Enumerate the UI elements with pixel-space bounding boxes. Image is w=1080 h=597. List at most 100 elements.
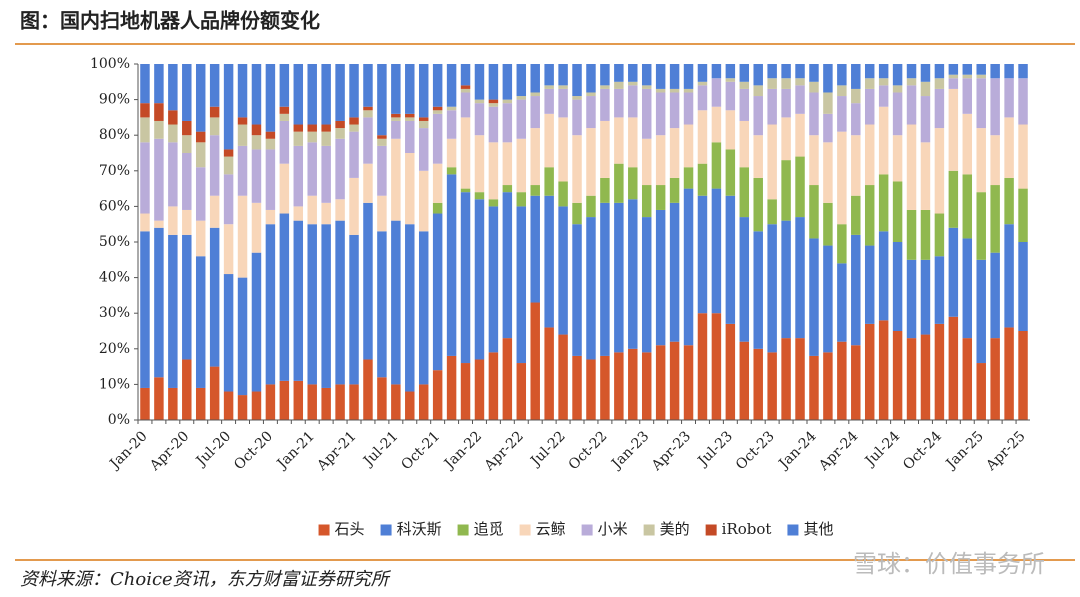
bar-segment bbox=[586, 359, 596, 420]
bar-segment bbox=[614, 88, 624, 118]
bar-segment bbox=[195, 387, 206, 420]
bar-segment bbox=[767, 199, 777, 225]
bar-segment bbox=[544, 88, 554, 114]
bar-segment bbox=[864, 64, 875, 79]
bar-segment bbox=[948, 316, 959, 420]
bar-segment bbox=[655, 209, 666, 346]
bar-segment bbox=[628, 167, 638, 200]
bar-segment bbox=[781, 220, 791, 339]
bar-segment bbox=[1004, 327, 1014, 420]
bar-segment bbox=[321, 224, 331, 388]
bar-segment bbox=[391, 220, 401, 385]
bar-segment bbox=[934, 88, 945, 129]
bar-segment bbox=[363, 359, 373, 420]
bar-segment bbox=[530, 302, 540, 420]
bar-segment bbox=[711, 188, 722, 314]
bar-segment bbox=[265, 138, 276, 150]
bar-segment bbox=[293, 131, 304, 146]
bar-segment bbox=[641, 64, 652, 86]
bar-segment bbox=[586, 128, 596, 196]
bar-segment bbox=[349, 234, 359, 385]
bar-segment bbox=[851, 88, 861, 104]
bar-segment bbox=[990, 78, 1000, 136]
bar-segment bbox=[878, 64, 889, 79]
source-note: 资料来源：Choice资讯，东方财富证券研究所 bbox=[20, 569, 392, 590]
bar-segment bbox=[488, 99, 499, 104]
bar-segment bbox=[349, 384, 359, 420]
x-tick-label: Jan-21 bbox=[273, 428, 318, 473]
bar-segment bbox=[307, 124, 317, 132]
bar-segment bbox=[237, 395, 248, 420]
bar-segment bbox=[195, 131, 206, 143]
bar-segment bbox=[809, 92, 819, 136]
bar-segment bbox=[920, 142, 931, 210]
bar-segment bbox=[655, 64, 666, 89]
bar-segment bbox=[140, 213, 150, 232]
bar-segment bbox=[795, 78, 805, 86]
bar-segment bbox=[851, 195, 861, 235]
bar-segment bbox=[265, 384, 276, 420]
bar-segment bbox=[265, 131, 276, 139]
bar-segment bbox=[795, 217, 805, 339]
bar-segment bbox=[739, 81, 750, 89]
bar-segment bbox=[530, 96, 540, 129]
bar-segment bbox=[446, 355, 457, 420]
bar-segment bbox=[823, 352, 833, 420]
y-tick-label: 80% bbox=[99, 127, 130, 143]
bar-segment bbox=[864, 124, 875, 186]
bar-segment bbox=[711, 64, 722, 79]
bar-segment bbox=[990, 252, 1000, 339]
bar-segment bbox=[293, 124, 304, 132]
bar-segment bbox=[168, 142, 178, 207]
bar-segment bbox=[586, 195, 596, 218]
bar-segment bbox=[405, 120, 415, 153]
bar-segment bbox=[572, 96, 582, 100]
bar-segment bbox=[405, 224, 415, 392]
y-tick-label: 100% bbox=[90, 56, 130, 72]
bar-segment bbox=[976, 363, 986, 420]
bar-segment bbox=[948, 78, 959, 89]
bar-segment bbox=[697, 313, 708, 420]
bar-segment bbox=[460, 64, 471, 86]
bar-segment bbox=[251, 64, 262, 125]
bar-segment bbox=[892, 242, 903, 331]
bar-segment bbox=[154, 138, 164, 221]
bar-segment bbox=[293, 206, 304, 221]
bar-segment bbox=[502, 185, 513, 193]
bar-segment bbox=[307, 384, 317, 420]
bar-segment bbox=[795, 113, 805, 157]
bar-segment bbox=[418, 384, 429, 420]
bar-segment bbox=[474, 64, 485, 100]
x-tick-label: Jan-22 bbox=[440, 428, 485, 473]
bar-segment bbox=[892, 85, 903, 93]
legend-swatch bbox=[705, 524, 717, 536]
bar-segment bbox=[516, 138, 527, 193]
bar-segment bbox=[182, 120, 192, 136]
bar-segment bbox=[502, 103, 513, 143]
bar-segment bbox=[711, 313, 722, 420]
bar-segment bbox=[1018, 188, 1028, 242]
bar-segment bbox=[460, 92, 471, 118]
legend-label: 石头 bbox=[335, 520, 365, 538]
bar-segment bbox=[628, 199, 638, 349]
bar-segment bbox=[614, 64, 624, 82]
bar-segment bbox=[600, 120, 610, 178]
legend-label: 美的 bbox=[660, 520, 690, 538]
bar-segment bbox=[488, 106, 499, 143]
bar-segment bbox=[683, 124, 694, 168]
bar-segment bbox=[488, 199, 499, 207]
bar-segment bbox=[739, 88, 750, 121]
x-tick-label: Oct-21 bbox=[398, 428, 443, 473]
bar-segment bbox=[391, 138, 401, 221]
bar-segment bbox=[586, 64, 596, 93]
bar-segment bbox=[753, 96, 763, 136]
bar-segment bbox=[432, 106, 443, 111]
bar-segment bbox=[614, 117, 624, 164]
bar-segment bbox=[878, 78, 889, 86]
bar-segment bbox=[432, 202, 443, 214]
x-tick-label: Apr-20 bbox=[146, 428, 192, 474]
bar-segment bbox=[976, 78, 986, 129]
bar-segment bbox=[530, 92, 540, 97]
bar-segment bbox=[168, 206, 178, 235]
bar-segment bbox=[223, 224, 234, 275]
